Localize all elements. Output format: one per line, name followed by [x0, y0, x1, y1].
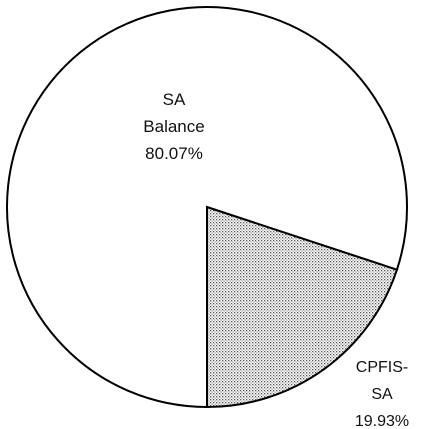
slice-label: SA Balance 80.07%	[134, 86, 214, 167]
pie-slice	[6, 6, 408, 409]
category-label: SA Balance	[143, 90, 205, 136]
value-label: 80.07%	[145, 144, 203, 163]
value-label: 19.93%	[354, 413, 410, 429]
category-label: CPFIS-SA	[355, 359, 409, 403]
pie-slice	[206, 205, 399, 409]
slice-label: CPFIS-SA 19.93%	[353, 354, 411, 429]
